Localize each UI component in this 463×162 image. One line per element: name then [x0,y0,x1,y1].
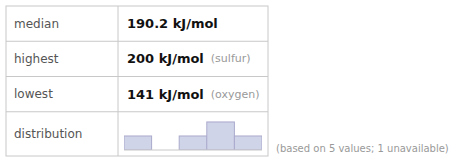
histogram-bar [179,136,207,150]
table-frame [6,6,268,156]
table-divider [6,76,268,77]
row-value: 200 kJ/mol [127,51,204,66]
chart-svg: median 190.2 kJ/mol highest 200 kJ/mol (sulf… [0,0,463,162]
table-divider [6,111,268,112]
row-value: 190.2 kJ/mol [127,16,218,31]
row-note: (oxygen) [211,88,260,101]
histogram-bar [207,122,235,150]
table-divider [6,41,268,42]
histogram-bars [124,122,262,150]
row-label: highest [14,52,59,66]
row-label: median [14,17,59,31]
row-label: lowest [14,87,53,101]
baseline [124,150,262,151]
chart-container: median 190.2 kJ/mol highest 200 kJ/mol (sulf… [0,0,463,162]
row-value: 141 kJ/mol [127,87,204,102]
footer-note: (based on 5 values; 1 unavailable) [276,143,449,154]
histogram-bar [234,136,262,150]
row-label: distribution [14,127,82,141]
row-note: (sulfur) [211,52,251,65]
table-divider [118,6,119,156]
histogram-bar [124,136,152,150]
